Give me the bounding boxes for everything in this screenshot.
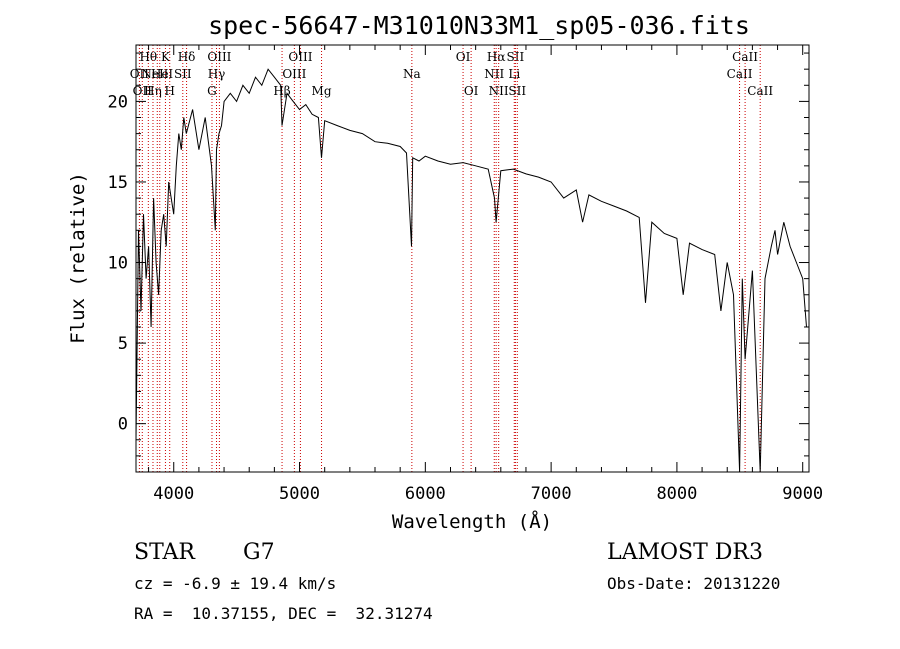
line-marker-label: SII — [174, 67, 192, 81]
y-tick-label: 15 — [108, 173, 128, 193]
line-marker-label: CaII — [727, 67, 753, 81]
y-axis-label: Flux (relative) — [67, 172, 89, 344]
x-tick-label: 8000 — [656, 484, 697, 504]
x-tick-label: 7000 — [531, 484, 572, 504]
obs-date-text: Obs-Date: 20131220 — [607, 574, 781, 593]
y-tick-label: 10 — [108, 254, 128, 274]
line-marker-label: H — [164, 84, 174, 98]
line-marker-label: SII — [508, 84, 526, 98]
chart-title: spec-56647-M31010N33M1_sp05-036.fits — [208, 11, 750, 40]
coordinates-text: RA = 10.37155, DEC = 32.31274 — [134, 604, 433, 623]
line-marker-label: Hη — [144, 84, 162, 98]
line-marker-label: K — [161, 50, 171, 64]
y-tick-label: 0 — [118, 415, 128, 435]
x-tick-label: 5000 — [279, 484, 320, 504]
line-marker-label: OI — [456, 50, 471, 64]
survey-label: LAMOST DR3 — [607, 540, 763, 565]
plot-area: OIIOIIHθHηNeIIIHeKHSIIHδGHγOIIIHβOIIIOII… — [108, 44, 823, 504]
y-tick-label: 20 — [108, 92, 128, 112]
line-marker-label: SII — [507, 50, 525, 64]
line-marker-label: Hβ — [273, 84, 290, 98]
spectrum-chart: spec-56647-M31010N33M1_sp05-036.fits OII… — [67, 11, 823, 533]
line-marker-label: OII — [130, 67, 150, 81]
y-tick-label: 5 — [118, 334, 128, 354]
line-marker-label: OIII — [288, 50, 312, 64]
line-marker-label: CaII — [732, 50, 758, 64]
class-label: STAR — [134, 540, 195, 565]
line-marker-label: OIII — [207, 50, 231, 64]
line-marker-label: G — [207, 84, 217, 98]
line-marker-label: Hγ — [208, 67, 226, 81]
x-tick-label: 9000 — [782, 484, 823, 504]
line-marker-label: Hδ — [178, 50, 196, 64]
line-marker-label: OII — [133, 84, 153, 98]
x-axis-label: Wavelength (Å) — [392, 510, 552, 533]
line-marker-label: Li — [508, 67, 520, 81]
line-marker-label: Hθ — [139, 50, 157, 64]
line-marker-label: NeIII — [141, 67, 173, 81]
line-marker-label: Mg — [312, 84, 332, 98]
line-marker-label: OI — [464, 84, 479, 98]
x-tick-label: 6000 — [405, 484, 446, 504]
line-marker-label: NII — [484, 67, 504, 81]
plot-frame — [135, 44, 810, 473]
line-marker-label: OIII — [282, 67, 306, 81]
subclass-label: G7 — [243, 540, 275, 565]
redshift-text: cz = -6.9 ± 19.4 km/s — [134, 574, 337, 593]
line-marker-label: Na — [403, 67, 421, 81]
spectrum-line — [135, 68, 807, 473]
line-marker-label: Hα — [487, 50, 506, 64]
line-marker-label: NII — [489, 84, 509, 98]
x-tick-label: 4000 — [153, 484, 194, 504]
line-marker-label: CaII — [747, 84, 773, 98]
line-marker-label: He — [151, 67, 169, 81]
